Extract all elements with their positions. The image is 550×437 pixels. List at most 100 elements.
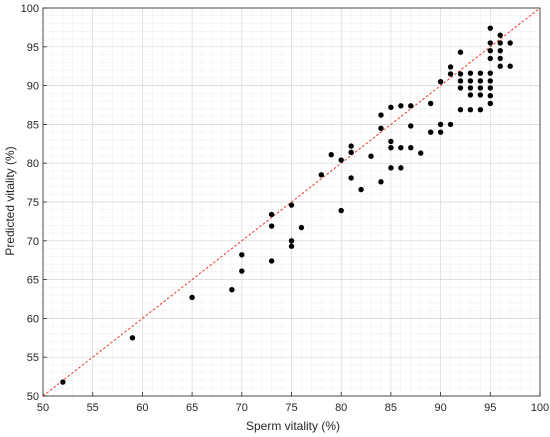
data-point [268,223,275,229]
data-point [447,64,454,70]
data-point [129,335,136,341]
data-point [318,172,325,178]
data-point [268,211,275,218]
y-axis-label: Predicted vitality (%) [3,146,17,255]
data-point [467,106,474,113]
data-point [447,71,454,77]
data-point [427,129,434,135]
data-point [437,121,444,128]
data-point [477,106,484,113]
data-point [497,55,503,62]
data-point [378,179,384,185]
x-tick-label: 95 [484,402,496,414]
data-point [487,70,493,76]
data-point [497,40,503,46]
data-point [467,92,474,98]
data-point [477,85,484,91]
data-point [447,121,454,128]
data-point [418,150,424,156]
data-point [457,71,464,77]
data-point [477,92,484,98]
data-point [408,103,414,109]
y-tick-label: 85 [27,119,39,131]
data-point [497,32,503,38]
data-point [487,92,493,99]
data-point [467,78,474,84]
y-axis-ticks: 50 55 60 65 70 75 80 85 90 95 100 [21,3,47,403]
y-tick-label: 55 [27,352,39,364]
x-tick-label: 60 [136,402,148,414]
data-point [348,143,354,149]
data-point [507,63,513,69]
data-point [398,144,404,151]
y-tick-label: 50 [27,391,39,403]
x-tick-label: 50 [37,402,49,414]
data-point [467,70,474,76]
data-point [288,243,295,249]
data-point [398,165,404,171]
data-point [358,186,364,193]
data-point [338,157,344,163]
y-tick-label: 60 [27,313,39,325]
data-point [268,258,275,264]
data-point [288,202,295,208]
x-axis-ticks: 50 55 60 65 70 75 80 85 90 95 100 [37,392,549,414]
data-point [298,224,305,231]
data-point [427,100,434,107]
data-point [408,144,414,151]
x-tick-label: 55 [87,402,99,414]
data-point [487,25,493,31]
data-point [239,268,245,274]
x-tick-label: 90 [434,402,446,414]
data-point [477,78,484,84]
data-point [507,40,513,46]
data-point [497,63,503,69]
data-point [437,129,444,135]
y-tick-label: 70 [27,236,39,248]
x-tick-label: 70 [236,402,248,414]
data-point [437,79,444,85]
y-tick-label: 75 [27,197,39,209]
reference-line [42,7,541,397]
data-point [487,47,493,54]
data-point [408,123,414,129]
data-point [457,106,464,113]
data-point [189,294,195,301]
data-point [457,78,464,84]
y-tick-label: 100 [21,3,39,15]
data-point [348,175,354,181]
data-point [487,85,493,91]
data-point [288,238,295,244]
data-point [388,165,394,171]
points-layer [60,25,513,385]
data-point [398,103,404,109]
x-tick-label: 85 [385,402,397,414]
data-point [467,85,474,91]
y-tick-label: 95 [27,42,39,54]
x-tick-label: 80 [335,402,347,414]
y-tick-label: 90 [27,81,39,93]
data-point [388,104,394,111]
data-point [328,151,334,158]
data-point [487,55,493,62]
x-axis-label: Sperm vitality (%) [246,419,340,433]
data-point [388,138,394,145]
data-point [229,286,235,293]
x-tick-label: 65 [186,402,198,414]
data-point [239,252,245,258]
data-point [388,144,394,151]
data-point [487,78,493,84]
x-tick-label: 75 [285,402,297,414]
data-point [368,153,374,159]
data-point [457,49,464,55]
data-point [338,207,344,214]
x-tick-label: 100 [531,402,549,414]
data-point [457,85,464,91]
data-point [378,125,384,131]
data-point [348,149,354,156]
data-point [487,40,493,46]
data-point [60,379,66,385]
y-tick-label: 65 [27,275,39,287]
